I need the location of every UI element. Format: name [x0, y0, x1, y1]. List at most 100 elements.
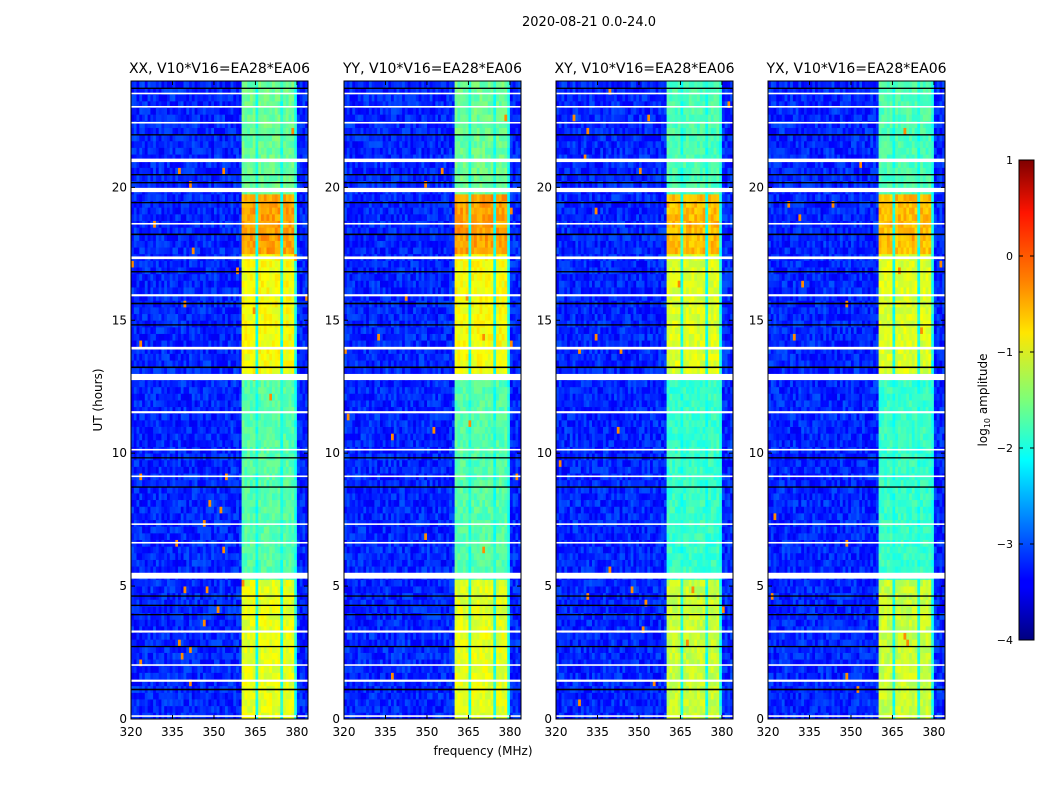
- heatmap-cell: [227, 333, 231, 341]
- heatmap-cell: [139, 287, 143, 295]
- heatmap-cell: [280, 566, 284, 574]
- heatmap-cell: [258, 466, 262, 474]
- heatmap-cell: [180, 645, 184, 653]
- heatmap-cell: [136, 340, 140, 348]
- heatmap-cell: [247, 632, 251, 640]
- heatmap-cell: [142, 213, 146, 221]
- heatmap-cell: [194, 213, 198, 221]
- heatmap-cell: [169, 333, 173, 341]
- heatmap-cell: [274, 400, 278, 408]
- heatmap-cell: [252, 659, 256, 667]
- heatmap-cell: [142, 413, 146, 421]
- heatmap-cell: [238, 293, 243, 301]
- heatmap-cell: [291, 200, 295, 208]
- heatmap-cell: [180, 586, 184, 594]
- heatmap-cell: [167, 513, 171, 521]
- heatmap-cell: [219, 320, 223, 328]
- heatmap-cell: [186, 433, 190, 441]
- heatmap-cell: [261, 326, 265, 334]
- heatmap-cell: [280, 519, 284, 527]
- heatmap-cell: [258, 426, 262, 434]
- heatmap-cell: [208, 433, 212, 441]
- heatmap-cell: [136, 419, 140, 427]
- heatmap-cell: [233, 699, 237, 707]
- heatmap-cell: [150, 333, 154, 341]
- heatmap-cell: [238, 639, 243, 647]
- heatmap-cell: [183, 652, 187, 660]
- heatmap-cell: [288, 479, 292, 487]
- heatmap-cell: [305, 426, 309, 434]
- heatmap-cell: [277, 699, 281, 707]
- heatmap-cell: [142, 499, 146, 507]
- heatmap-cell: [227, 413, 231, 421]
- heatmap-cell: [272, 233, 276, 241]
- heatmap-cell: [247, 619, 251, 627]
- heatmap-cell: [208, 619, 212, 627]
- heatmap-cell: [139, 645, 143, 653]
- heatmap-cell: [208, 293, 212, 301]
- heatmap-cell: [161, 519, 165, 527]
- heatmap-cell: [180, 513, 184, 521]
- heatmap-cell: [202, 579, 207, 587]
- heatmap-cell: [200, 413, 204, 421]
- heatmap-cell: [158, 652, 162, 660]
- heatmap-cell: [183, 672, 187, 680]
- heatmap-cell: [291, 453, 295, 461]
- heatmap-cell: [305, 705, 309, 713]
- heatmap-cell: [230, 353, 234, 361]
- heatmap-cell: [178, 426, 182, 434]
- heatmap-cell: [178, 692, 182, 700]
- heatmap-cell: [227, 353, 231, 361]
- heatmap-cell: [238, 453, 243, 461]
- heatmap-cell: [175, 679, 179, 687]
- heatmap-cell: [189, 453, 193, 461]
- heatmap-cell: [241, 499, 245, 507]
- heatmap-cell: [280, 419, 284, 427]
- heatmap-cell: [249, 233, 254, 241]
- heatmap-cell: [230, 260, 234, 268]
- heatmap-cell: [266, 393, 270, 401]
- heatmap-cell: [294, 599, 298, 607]
- heatmap-cell: [283, 293, 287, 301]
- heatmap-cell: [136, 652, 140, 660]
- heatmap-cell: [258, 619, 262, 627]
- heatmap-cell: [191, 453, 195, 461]
- heatmap-cell: [200, 333, 204, 341]
- heatmap-cell: [205, 233, 209, 241]
- heatmap-cell: [202, 260, 207, 268]
- heatmap-cell: [211, 366, 215, 374]
- heatmap-cell: [202, 320, 207, 328]
- heatmap-cell: [288, 579, 292, 587]
- heatmap-cell: [249, 692, 254, 700]
- heatmap-cell: [142, 546, 146, 554]
- heatmap-cell: [305, 386, 309, 394]
- heatmap-cell: [261, 280, 265, 288]
- heatmap-cell: [150, 459, 154, 467]
- heatmap-cell: [167, 293, 171, 301]
- heatmap-cell: [169, 652, 173, 660]
- heatmap-cell: [131, 273, 135, 281]
- heatmap-cell: [299, 406, 303, 414]
- heatmap-cell: [180, 566, 184, 574]
- heatmap-cell: [172, 313, 176, 321]
- heatmap-cell: [214, 386, 218, 394]
- heatmap-cell: [172, 366, 176, 374]
- heatmap-cell: [285, 200, 290, 208]
- heatmap-cell: [133, 506, 137, 514]
- heatmap-cell: [161, 273, 165, 281]
- heatmap-cell: [167, 267, 171, 275]
- heatmap-cell: [133, 619, 137, 627]
- heatmap-cell: [200, 513, 204, 521]
- heatmap-cell: [158, 313, 162, 321]
- heatmap-cell: [208, 413, 212, 421]
- heatmap-cell: [230, 273, 234, 281]
- heatmap-cell: [263, 233, 267, 241]
- heatmap-cell: [189, 346, 193, 354]
- heatmap-cell: [244, 439, 248, 447]
- heatmap-cell: [214, 233, 218, 241]
- heatmap-cell: [194, 346, 198, 354]
- heatmap-cell: [225, 552, 229, 560]
- heatmap-cell: [216, 360, 220, 368]
- heatmap-cell: [269, 493, 273, 501]
- heatmap-cell: [205, 665, 209, 673]
